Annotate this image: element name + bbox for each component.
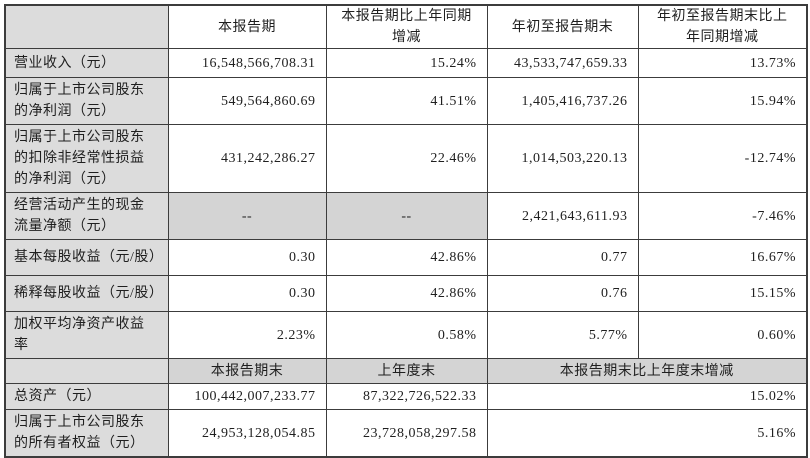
cell-ytd-change: 15.15%: [637, 275, 808, 312]
row-label: 营业收入（元）: [4, 48, 169, 78]
cell-period-end-change: 5.16%: [486, 409, 808, 458]
cell-period-end: 100,442,007,233.77: [167, 383, 327, 410]
cell-ytd-change: -12.74%: [637, 124, 808, 193]
cell-ytd: 1,014,503,220.13: [486, 124, 639, 193]
cell-ytd: 0.76: [486, 275, 639, 312]
cell-change: 41.51%: [325, 77, 488, 125]
table-row-weighted-avg-roe: 加权平均净资产收益率 2.23% 0.58% 5.77% 0.60%: [4, 311, 808, 359]
row-label: 归属于上市公司股东的扣除非经常性损益的净利润（元）: [4, 124, 169, 193]
cell-ytd-change: 0.60%: [637, 311, 808, 359]
cell-ytd-change: 13.73%: [637, 48, 808, 78]
cell-current: 16,548,566,708.31: [167, 48, 327, 78]
table-row-diluted-eps: 稀释每股收益（元/股） 0.30 42.86% 0.76 15.15%: [4, 275, 808, 312]
header-row-main: 本报告期 本报告期比上年同期增减 年初至报告期末 年初至报告期末比上年同期增减: [4, 4, 808, 49]
row-label: 归属于上市公司股东的净利润（元）: [4, 77, 169, 125]
cell-change: 0.58%: [325, 311, 488, 359]
cell-period-end-change: 15.02%: [486, 383, 808, 410]
table-row-net-profit: 归属于上市公司股东的净利润（元） 549,564,860.69 41.51% 1…: [4, 77, 808, 125]
cell-current: 2.23%: [167, 311, 327, 359]
header-period-end: 本报告期末: [167, 358, 327, 384]
cell-ytd-change: -7.46%: [637, 192, 808, 240]
table-row-basic-eps: 基本每股收益（元/股） 0.30 42.86% 0.77 16.67%: [4, 239, 808, 276]
cell-current: 0.30: [167, 275, 327, 312]
cell-ytd: 0.77: [486, 239, 639, 276]
cell-change: 42.86%: [325, 275, 488, 312]
header-ytd: 年初至报告期末: [486, 4, 639, 49]
corner-cell: [4, 4, 169, 49]
cell-ytd-change: 16.67%: [637, 239, 808, 276]
cell-change-empty: --: [325, 192, 488, 240]
table-row-net-profit-excl-nonrecurring: 归属于上市公司股东的扣除非经常性损益的净利润（元） 431,242,286.27…: [4, 124, 808, 193]
cell-current: 431,242,286.27: [167, 124, 327, 193]
cell-current: 549,564,860.69: [167, 77, 327, 125]
cell-period-end: 24,953,128,054.85: [167, 409, 327, 458]
cell-prior-year-end: 87,322,726,522.33: [325, 383, 488, 410]
row-label: 加权平均净资产收益率: [4, 311, 169, 359]
cell-current-empty: --: [167, 192, 327, 240]
row-label: 总资产（元）: [4, 383, 169, 410]
header-current-period: 本报告期: [167, 4, 327, 49]
cell-change: 42.86%: [325, 239, 488, 276]
cell-ytd: 43,533,747,659.33: [486, 48, 639, 78]
row-label: 经营活动产生的现金流量净额（元）: [4, 192, 169, 240]
cell-prior-year-end: 23,728,058,297.58: [325, 409, 488, 458]
row-label: 稀释每股收益（元/股）: [4, 275, 169, 312]
corner-cell: [4, 358, 169, 384]
header-ytd-change: 年初至报告期末比上年同期增减: [637, 4, 808, 49]
header-current-period-change: 本报告期比上年同期增减: [325, 4, 488, 49]
row-label: 归属于上市公司股东的所有者权益（元）: [4, 409, 169, 458]
header-prior-year-end: 上年度末: [325, 358, 488, 384]
table-row-operating-cash-flow: 经营活动产生的现金流量净额（元） -- -- 2,421,643,611.93 …: [4, 192, 808, 240]
table-row-total-assets: 总资产（元） 100,442,007,233.77 87,322,726,522…: [4, 383, 808, 410]
row-label: 基本每股收益（元/股）: [4, 239, 169, 276]
header-period-end-change: 本报告期末比上年度末增减: [486, 358, 808, 384]
table-row-revenue: 营业收入（元） 16,548,566,708.31 15.24% 43,533,…: [4, 48, 808, 78]
cell-change: 22.46%: [325, 124, 488, 193]
cell-change: 15.24%: [325, 48, 488, 78]
header-row-secondary: 本报告期末 上年度末 本报告期末比上年度末增减: [4, 358, 808, 384]
financial-summary-table: 本报告期 本报告期比上年同期增减 年初至报告期末 年初至报告期末比上年同期增减 …: [4, 4, 808, 458]
cell-ytd-change: 15.94%: [637, 77, 808, 125]
cell-ytd: 1,405,416,737.26: [486, 77, 639, 125]
cell-ytd: 5.77%: [486, 311, 639, 359]
cell-current: 0.30: [167, 239, 327, 276]
cell-ytd: 2,421,643,611.93: [486, 192, 639, 240]
table-row-equity: 归属于上市公司股东的所有者权益（元） 24,953,128,054.85 23,…: [4, 409, 808, 458]
